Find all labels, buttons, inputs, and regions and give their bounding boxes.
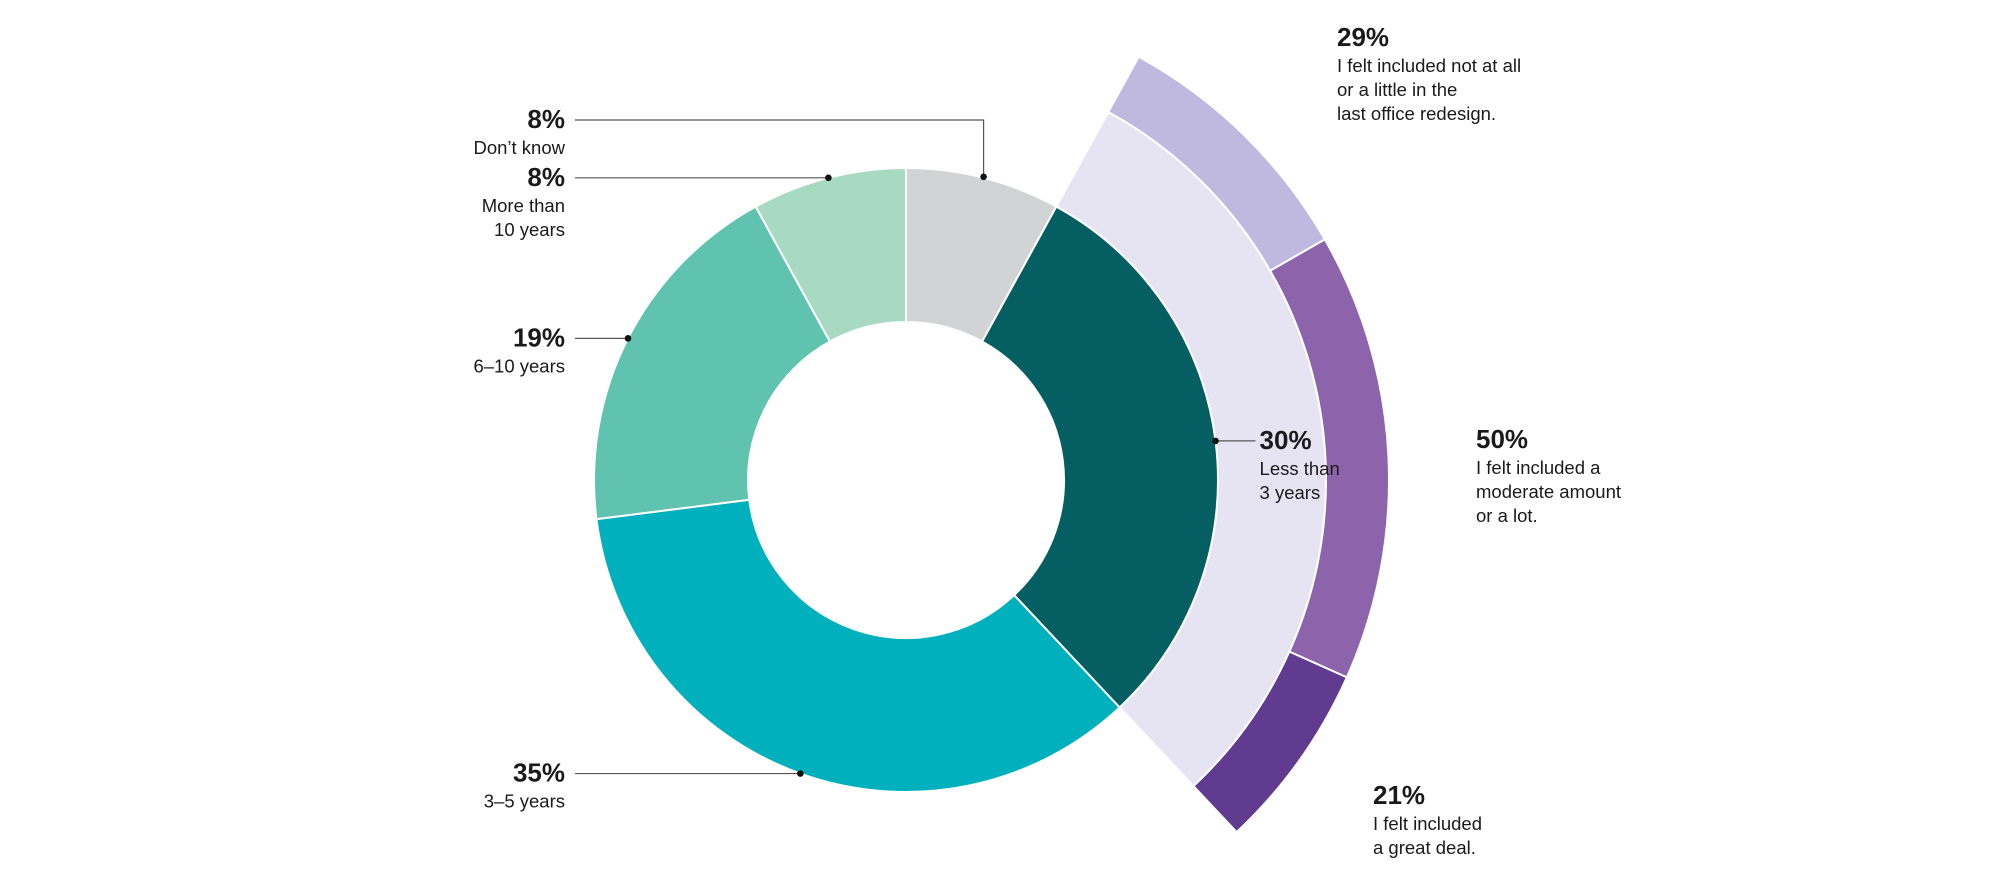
inner-slice-lt3 — [980, 205, 1219, 709]
category-label-not_at_all: I felt included not at all — [1337, 55, 1521, 76]
pct-label-gt10: 8% — [527, 162, 565, 192]
leader-dot-lt3 — [1212, 437, 1219, 445]
category-label-moderate: I felt included a — [1476, 457, 1601, 478]
category-label-moderate: or a lot. — [1476, 505, 1538, 526]
pct-label-great_deal: 21% — [1373, 780, 1425, 810]
pct-label-not_at_all: 29% — [1337, 22, 1389, 52]
chart-labels: 8% Don’t know 8% More than 10 years 19% 6–10 y… — [473, 22, 1621, 858]
label-y3_5: 35% 3–5 years — [484, 758, 565, 812]
label-gt10: 8% More than 10 years — [482, 162, 565, 240]
leader-dot-y3_5 — [797, 770, 804, 777]
category-label-dont_know: Don’t know — [473, 137, 565, 158]
category-label-gt10: 10 years — [494, 219, 565, 240]
category-label-y3_5: 3–5 years — [484, 791, 565, 812]
category-label-not_at_all: or a little in the — [1337, 79, 1457, 100]
inner-slice-gt10 — [754, 166, 907, 343]
label-dont_know: 8% Don’t know — [473, 104, 565, 158]
label-y6_10: 19% 6–10 years — [473, 322, 565, 376]
pct-label-y6_10: 19% — [513, 322, 565, 352]
category-label-lt3: Less than — [1260, 458, 1340, 479]
pct-label-lt3: 30% — [1260, 425, 1312, 455]
pct-label-moderate: 50% — [1476, 424, 1528, 454]
pct-label-y3_5: 35% — [513, 758, 565, 788]
leader-dot-y6_10 — [624, 335, 632, 342]
outer-slice-great_deal — [1192, 650, 1349, 834]
leader-dot-gt10 — [825, 174, 832, 182]
pct-label-dont_know: 8% — [527, 104, 565, 134]
inner-slice-y6_10 — [593, 205, 832, 521]
category-label-lt3: 3 years — [1260, 482, 1321, 503]
chart-leader-lines — [575, 119, 1256, 777]
label-lt3: 30% Less than 3 years — [1260, 425, 1340, 503]
category-label-great_deal: I felt included — [1373, 813, 1482, 834]
leader-dot-dont_know — [980, 173, 987, 181]
label-great_deal: 21% I felt included a great deal. — [1373, 780, 1482, 858]
inner-slice-y3_5 — [595, 498, 1121, 793]
category-label-gt10: More than — [482, 195, 565, 216]
label-moderate: 50% I felt included a moderate amount or a … — [1476, 424, 1621, 526]
label-not_at_all: 29% I felt included not at all or a little… — [1337, 22, 1521, 124]
chart-shapes — [593, 55, 1390, 834]
category-label-not_at_all: last office redesign. — [1337, 103, 1496, 124]
category-label-moderate: moderate amount — [1476, 481, 1621, 502]
category-label-y6_10: 6–10 years — [473, 355, 565, 376]
leader-line-dont_know — [575, 119, 985, 177]
category-label-great_deal: a great deal. — [1373, 837, 1476, 858]
